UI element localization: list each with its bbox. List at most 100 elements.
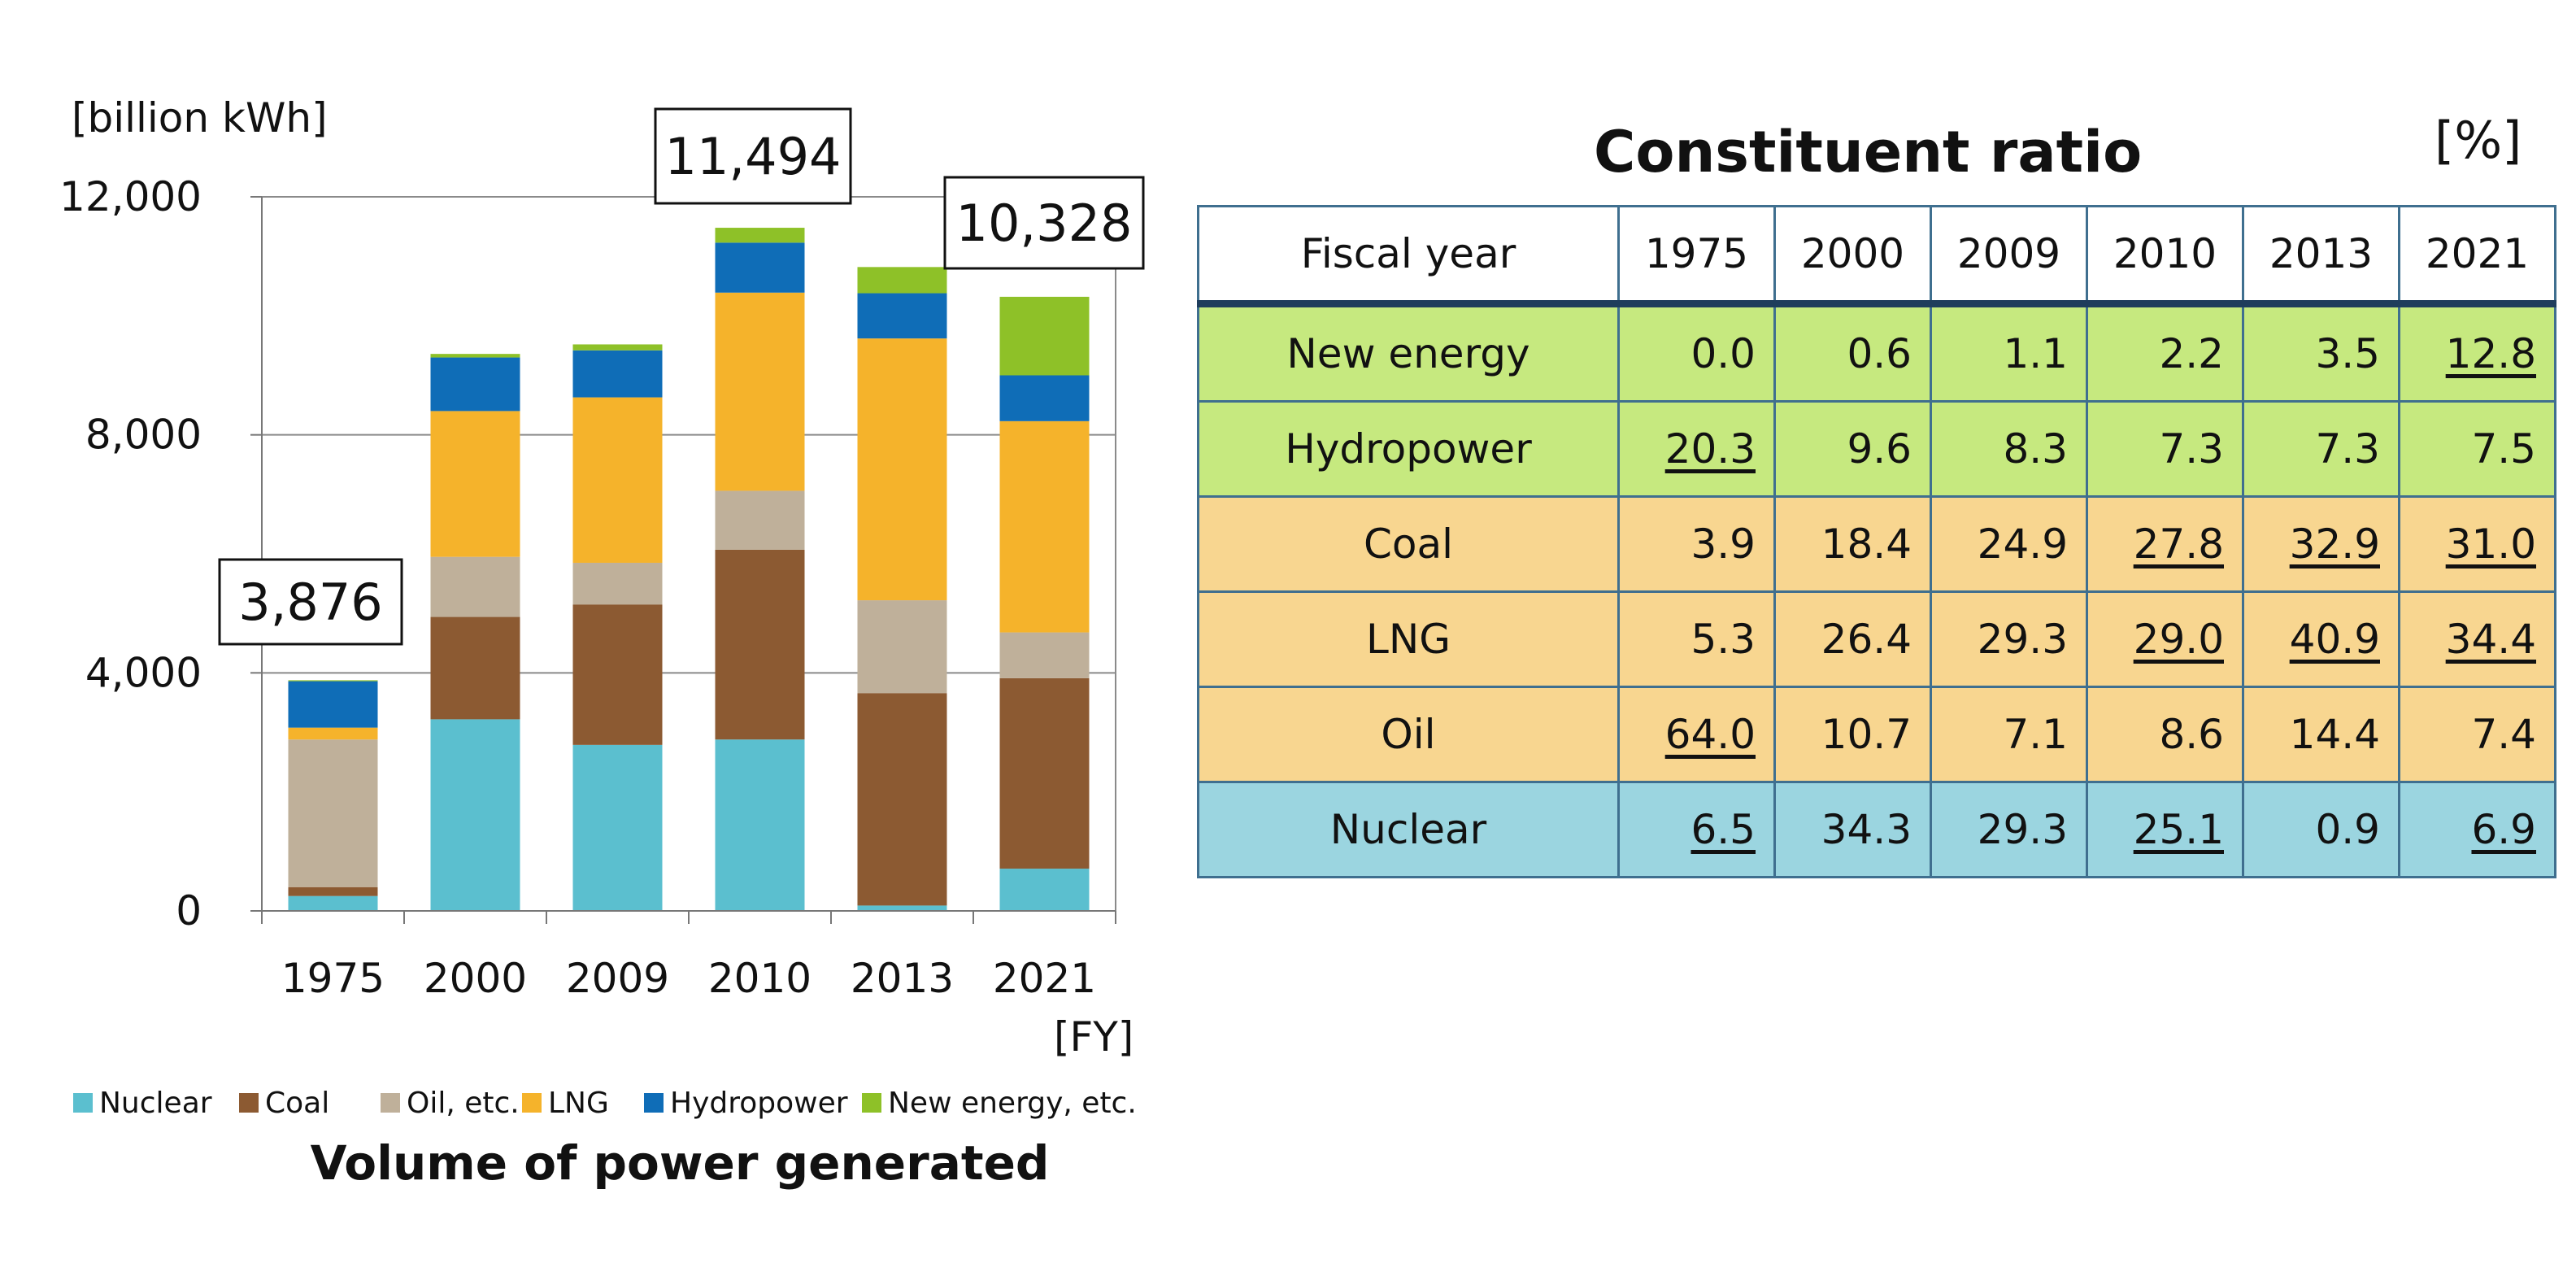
bar-segment xyxy=(430,719,520,911)
table-cell: 64.0 xyxy=(1617,686,1776,783)
x-tick-label: 2021 xyxy=(993,955,1096,1002)
cell-value: 29.3 xyxy=(1977,616,2068,663)
cell-value: 6.9 xyxy=(2471,806,2536,853)
table-cell: 7.3 xyxy=(2086,400,2244,498)
bar-segment xyxy=(715,228,805,243)
bar-segment xyxy=(999,296,1090,376)
bar-segment xyxy=(572,562,663,605)
table-cell: 14.4 xyxy=(2242,686,2400,783)
cell-value: 0.6 xyxy=(1847,330,1912,377)
cell-value: 6.5 xyxy=(1690,806,1756,853)
cell-value: 34.4 xyxy=(2445,616,2536,663)
bar-segment xyxy=(572,744,663,911)
table-row: LNG 5.3 26.4 29.3 29.0 40.9 34.4 xyxy=(1197,590,2556,688)
total-callout-label: 11,494 xyxy=(665,127,842,186)
chart-title: Volume of power generated xyxy=(311,1135,1050,1191)
cell-value: 2.2 xyxy=(2159,330,2224,377)
total-callout-label: 10,328 xyxy=(956,194,1133,253)
row-label: Oil xyxy=(1197,686,1620,783)
bar-segment xyxy=(715,292,805,491)
table-cell: 34.4 xyxy=(2398,590,2556,688)
bar-segment xyxy=(715,242,805,293)
cell-value: 7.1 xyxy=(2003,711,2068,758)
legend-label: Nuclear xyxy=(99,1087,212,1120)
bar-segment xyxy=(715,739,805,911)
x-tick-label: 2000 xyxy=(424,955,527,1002)
cell-value: 12.8 xyxy=(2445,330,2536,377)
table-cell: 1.1 xyxy=(1930,303,2088,403)
table-cell: 20.3 xyxy=(1617,400,1776,498)
table-cell: 29.0 xyxy=(2086,590,2244,688)
total-callouts: 3,876 11,494 10,328 xyxy=(218,107,1145,646)
bar-segment xyxy=(430,354,520,358)
cell-value: 9.6 xyxy=(1847,425,1912,473)
table-cell: 7.5 xyxy=(2398,400,2556,498)
cell-value: 25.1 xyxy=(2133,806,2224,853)
row-label: Hydropower xyxy=(1197,400,1620,498)
x-axis-unit-label: [FY] xyxy=(1054,1013,1134,1061)
x-tick-label: 2010 xyxy=(708,955,812,1002)
table-cell: 29.3 xyxy=(1930,590,2088,688)
y-axis-unit-label: [billion kWh] xyxy=(72,94,328,142)
table-cell: 6.5 xyxy=(1617,781,1776,878)
cell-value: 7.3 xyxy=(2159,425,2224,473)
total-callout-box xyxy=(218,558,403,646)
bar-segment xyxy=(857,693,947,906)
legend-label: New energy, etc. xyxy=(888,1087,1137,1120)
table-cell: 3.5 xyxy=(2242,303,2400,403)
power-generation-chart: [billion kWh] 0 4,000 8,000 12,000 1975 2000 2… xyxy=(59,94,1145,1191)
table-header-row: Fiscal year 1975 2000 2009 2010 2013 202… xyxy=(1197,205,2556,307)
cell-value: 40.9 xyxy=(2289,616,2380,663)
bar-segment xyxy=(999,420,1090,633)
cell-value: 24.9 xyxy=(1977,521,2068,568)
row-label: Coal xyxy=(1197,495,1620,593)
bar-segment xyxy=(999,677,1090,869)
bar-segment xyxy=(430,556,520,617)
bar-segment xyxy=(715,549,805,740)
total-callout-label: 3,876 xyxy=(238,573,383,632)
legend-swatch xyxy=(239,1093,259,1113)
x-tick-label: 2009 xyxy=(566,955,669,1002)
table-cell: 0.6 xyxy=(1773,303,1932,403)
bar-segment xyxy=(572,397,663,563)
cell-value: 26.4 xyxy=(1821,616,1912,663)
cell-value: 29.0 xyxy=(2133,616,2224,663)
table-cell: 24.9 xyxy=(1930,495,2088,593)
cell-value: 20.3 xyxy=(1664,425,1756,473)
header-year: 1975 xyxy=(1617,205,1776,307)
table-cell: 31.0 xyxy=(2398,495,2556,593)
legend-swatch xyxy=(381,1093,400,1113)
table-cell: 29.3 xyxy=(1930,781,2088,878)
cell-value: 32.9 xyxy=(2289,521,2380,568)
cell-value: 0.0 xyxy=(1690,330,1756,377)
cell-value: 34.3 xyxy=(1821,806,1912,853)
table-cell: 6.9 xyxy=(2398,781,2556,878)
header-year: 2000 xyxy=(1773,205,1932,307)
bar-segment xyxy=(999,632,1090,678)
bar-segment xyxy=(999,375,1090,421)
cell-value: 7.5 xyxy=(2471,425,2536,473)
legend-swatch xyxy=(862,1093,881,1113)
table-cell: 18.4 xyxy=(1773,495,1932,593)
bar-segment xyxy=(572,350,663,398)
row-label: LNG xyxy=(1197,590,1620,688)
header-year: 2009 xyxy=(1930,205,2088,307)
bar-segment xyxy=(715,490,805,550)
header-year: 2013 xyxy=(2242,205,2400,307)
table-cell: 32.9 xyxy=(2242,495,2400,593)
legend: Nuclear Coal Oil, etc. LNG Hydropower New ene… xyxy=(73,1087,1137,1120)
bar-segment xyxy=(288,727,378,740)
constituent-ratio-table: Fiscal year 1975 2000 2009 2010 2013 202… xyxy=(1197,205,2556,878)
y-tick-label: 0 xyxy=(176,887,202,934)
table-cell: 7.4 xyxy=(2398,686,2556,783)
table-cell: 10.7 xyxy=(1773,686,1932,783)
bar-segment xyxy=(572,344,663,351)
y-tick-label: 12,000 xyxy=(59,173,202,220)
table-cell: 2.2 xyxy=(2086,303,2244,403)
table-row: Hydropower 20.3 9.6 8.3 7.3 7.3 7.5 xyxy=(1197,400,2556,498)
row-label: Nuclear xyxy=(1197,781,1620,878)
bar-segment xyxy=(288,739,378,887)
bar-segment xyxy=(430,411,520,557)
table-cell: 3.9 xyxy=(1617,495,1776,593)
bar-segment xyxy=(288,680,378,682)
